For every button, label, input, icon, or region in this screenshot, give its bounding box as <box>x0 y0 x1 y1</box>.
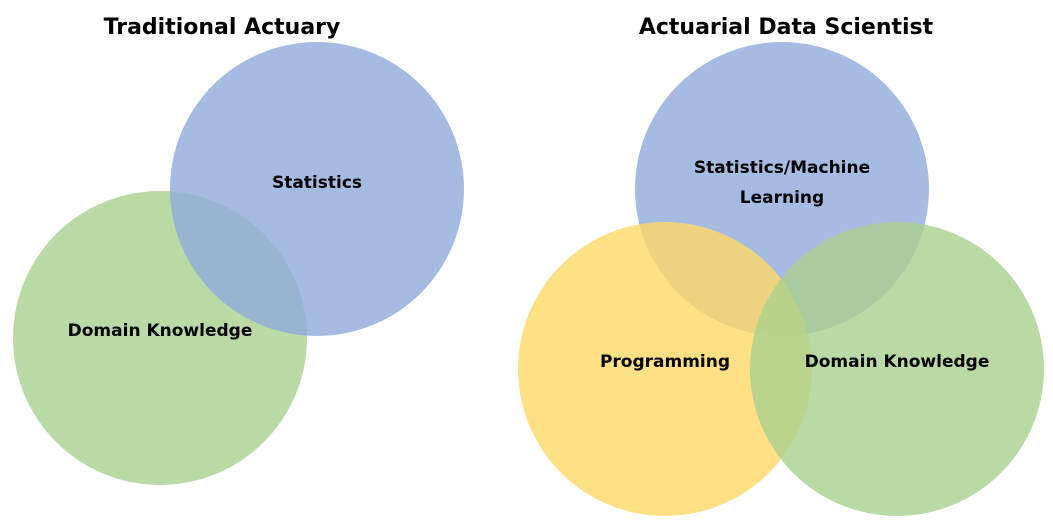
traditional-actuary-diagram: Traditional Actuary Statistics Domain Kn… <box>13 15 464 485</box>
right-statistics-ml-label-line1: Statistics/Machine <box>694 158 870 178</box>
actuarial-data-scientist-title: Actuarial Data Scientist <box>639 15 934 40</box>
traditional-actuary-title: Traditional Actuary <box>104 15 341 40</box>
right-statistics-ml-label-line2: Learning <box>740 188 824 208</box>
left-statistics-circle <box>170 42 464 336</box>
right-programming-label: Programming <box>600 352 730 372</box>
actuarial-data-scientist-diagram: Actuarial Data Scientist Statistics/Mach… <box>518 15 1044 516</box>
right-domain-knowledge-label: Domain Knowledge <box>805 352 990 372</box>
right-domain-knowledge-circle <box>750 222 1044 516</box>
left-domain-knowledge-label: Domain Knowledge <box>68 321 253 341</box>
right-programming-circle <box>518 222 812 516</box>
left-statistics-label: Statistics <box>272 173 362 193</box>
